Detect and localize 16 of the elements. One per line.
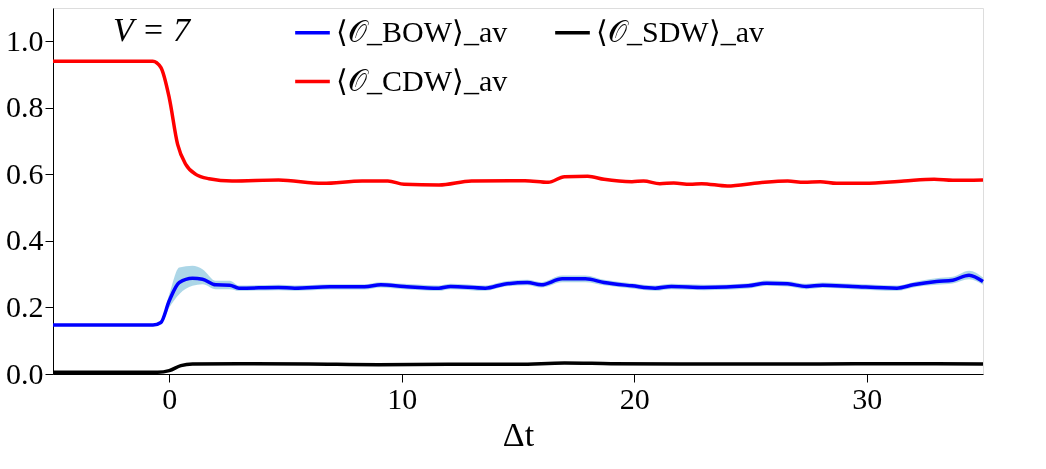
y-tick-label: 0.2 xyxy=(6,289,44,323)
x-tick-label: 10 xyxy=(387,381,418,415)
y-tick-label: 0.8 xyxy=(6,90,44,124)
y-tick-label: 0.0 xyxy=(6,356,44,390)
line-series xyxy=(51,59,985,188)
legend-label: ⟨𝒪_SDW⟩_av xyxy=(596,14,764,48)
y-tick-label: 1.0 xyxy=(6,23,44,57)
annotation: V = 7 xyxy=(113,11,193,48)
x-tick-label: 0 xyxy=(162,381,178,415)
x-tick-label: 20 xyxy=(619,381,650,415)
y-tick-label: 0.4 xyxy=(6,223,44,257)
x-tick-label: 30 xyxy=(852,381,883,415)
x-axis-title: Δt xyxy=(502,415,535,453)
y-tick-label: 0.6 xyxy=(6,156,44,190)
legend-label: ⟨𝒪_BOW⟩_av xyxy=(336,14,508,48)
legend-label: ⟨𝒪_CDW⟩_av xyxy=(336,63,508,97)
